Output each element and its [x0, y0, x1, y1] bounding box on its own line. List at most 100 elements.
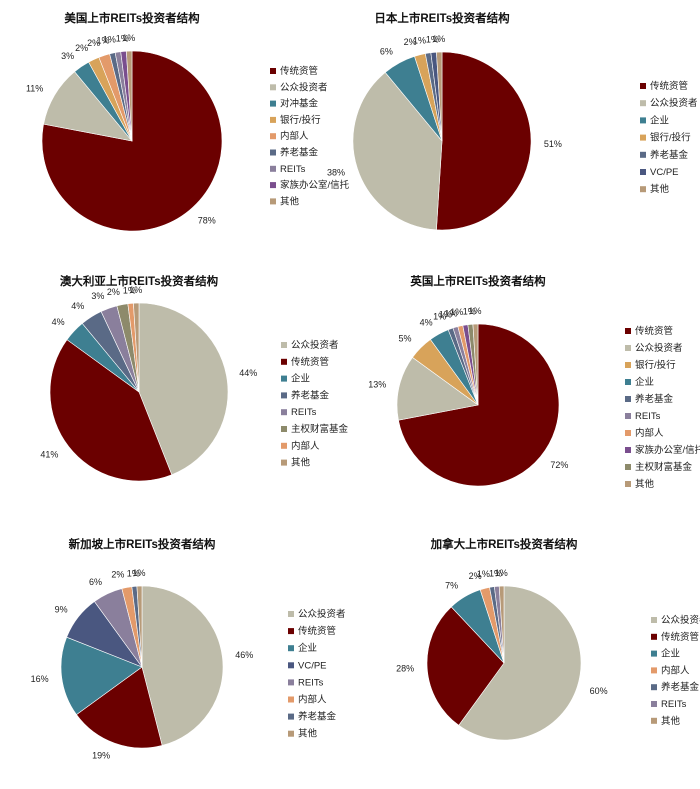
chart-title: 新加坡上市REITs投资者结构 — [69, 537, 216, 551]
legend-swatch — [281, 459, 287, 466]
legend-swatch — [270, 149, 276, 156]
legend-label: 企业 — [298, 642, 317, 654]
legend-swatch — [281, 426, 287, 432]
data-label: 1% — [477, 569, 490, 579]
legend-swatch — [288, 611, 294, 617]
legend-swatch — [270, 198, 276, 205]
data-label: 1% — [103, 34, 116, 44]
data-label: 1% — [132, 568, 145, 578]
legend-label: 银行/投行 — [635, 359, 676, 371]
legend-swatch — [288, 662, 294, 669]
legend-label: 企业 — [661, 648, 680, 660]
legend-swatch — [651, 717, 657, 724]
legend-label: 内部人 — [291, 440, 320, 452]
legend-label: 内部人 — [635, 427, 664, 439]
data-label: 13% — [368, 380, 386, 390]
legend-label: REITs — [298, 677, 324, 688]
data-label: 2% — [404, 37, 417, 47]
pie-slice — [396, 356, 479, 421]
pie-slice — [426, 606, 505, 726]
legend-label: VC/PE — [650, 167, 679, 178]
legend-label: 银行/投行 — [280, 114, 321, 126]
pie-slice — [126, 50, 133, 142]
pie-slice — [141, 585, 224, 746]
data-label: 6% — [380, 47, 393, 57]
data-label: 41% — [40, 450, 58, 460]
data-label: 1% — [426, 35, 439, 45]
legend-label: 主权财富基金 — [291, 423, 349, 435]
legend-label: 传统资管 — [635, 325, 673, 337]
legend-swatch — [270, 100, 276, 107]
legend-label: 主权财富基金 — [635, 461, 693, 473]
legend-swatch — [625, 362, 631, 368]
pie-slice — [138, 302, 229, 476]
legend-swatch — [281, 342, 287, 348]
legend-label: REITs — [291, 407, 317, 418]
data-label: 2% — [87, 38, 100, 48]
legend-swatch — [625, 430, 631, 436]
legend-swatch — [625, 413, 631, 419]
data-label: 1% — [444, 308, 457, 318]
legend-label: 家族办公室/信托 — [635, 444, 700, 456]
data-label: 1% — [129, 285, 142, 295]
data-label: 44% — [239, 368, 257, 378]
legend-label: 传统资管 — [291, 356, 329, 368]
data-label: 1% — [116, 34, 129, 44]
legend-swatch — [270, 182, 276, 189]
pie-slice — [436, 51, 443, 142]
legend-label: 企业 — [650, 114, 669, 126]
legend-label: 传统资管 — [298, 625, 336, 637]
data-label: 1% — [123, 286, 136, 296]
legend-swatch — [288, 696, 294, 703]
legend-swatch — [651, 684, 657, 691]
legend-label: REITs — [635, 411, 661, 422]
data-label: 60% — [590, 686, 608, 696]
data-label: 1% — [432, 34, 445, 44]
legend-label: 企业 — [635, 376, 654, 388]
legend-swatch — [640, 117, 646, 124]
data-label: 19% — [92, 750, 110, 760]
legend-swatch — [270, 116, 276, 123]
data-label: 38% — [327, 168, 345, 178]
legend-label: 传统资管 — [280, 65, 318, 77]
legend-swatch — [640, 100, 646, 107]
data-label: 46% — [235, 650, 253, 660]
legend-label: 内部人 — [661, 664, 690, 676]
legend-label: REITs — [661, 699, 687, 710]
pie-chart-canada: 加拿大上市REITs投资者结构60%28%7%2%1%1%1%公众投资者传统资管… — [350, 526, 700, 789]
legend-label: 其他 — [291, 457, 311, 469]
data-label: 1% — [433, 312, 446, 322]
chart-title: 加拿大上市REITs投资者结构 — [430, 537, 578, 551]
data-label: 1% — [127, 568, 140, 578]
pie-slice — [398, 323, 560, 487]
legend-swatch — [651, 633, 657, 640]
chart-title: 英国上市REITs投资者结构 — [409, 274, 546, 288]
legend-swatch — [651, 617, 657, 623]
legend-label: 养老基金 — [661, 681, 700, 693]
legend-label: 养老基金 — [635, 393, 674, 405]
legend-swatch — [640, 83, 646, 89]
data-label: 1% — [96, 36, 109, 46]
legend-swatch — [625, 379, 631, 385]
pie-chart-uk: 英国上市REITs投资者结构 72% 13% 5% 4% 1% 1% 1% 1% 1% 1% 传统资管… — [350, 263, 700, 526]
chart-title: 日本上市REITs投资者结构 — [374, 11, 510, 25]
data-label: 5% — [398, 334, 411, 344]
legend-swatch — [625, 328, 631, 334]
legend-label: 公众投资者 — [650, 97, 698, 109]
legend-label: 银行/投行 — [650, 132, 691, 144]
pie-slice — [133, 302, 140, 393]
legend-label: 企业 — [291, 373, 310, 385]
legend-swatch — [281, 358, 287, 365]
data-label: 6% — [89, 577, 102, 587]
data-label: 7% — [445, 581, 458, 591]
legend-swatch — [625, 481, 631, 487]
legend-swatch — [640, 186, 646, 193]
data-label: 72% — [550, 460, 568, 470]
data-label: 1% — [413, 35, 426, 45]
legend-label: 公众投资者 — [280, 81, 328, 93]
data-label: 9% — [55, 604, 68, 614]
data-label: 1% — [122, 33, 135, 43]
